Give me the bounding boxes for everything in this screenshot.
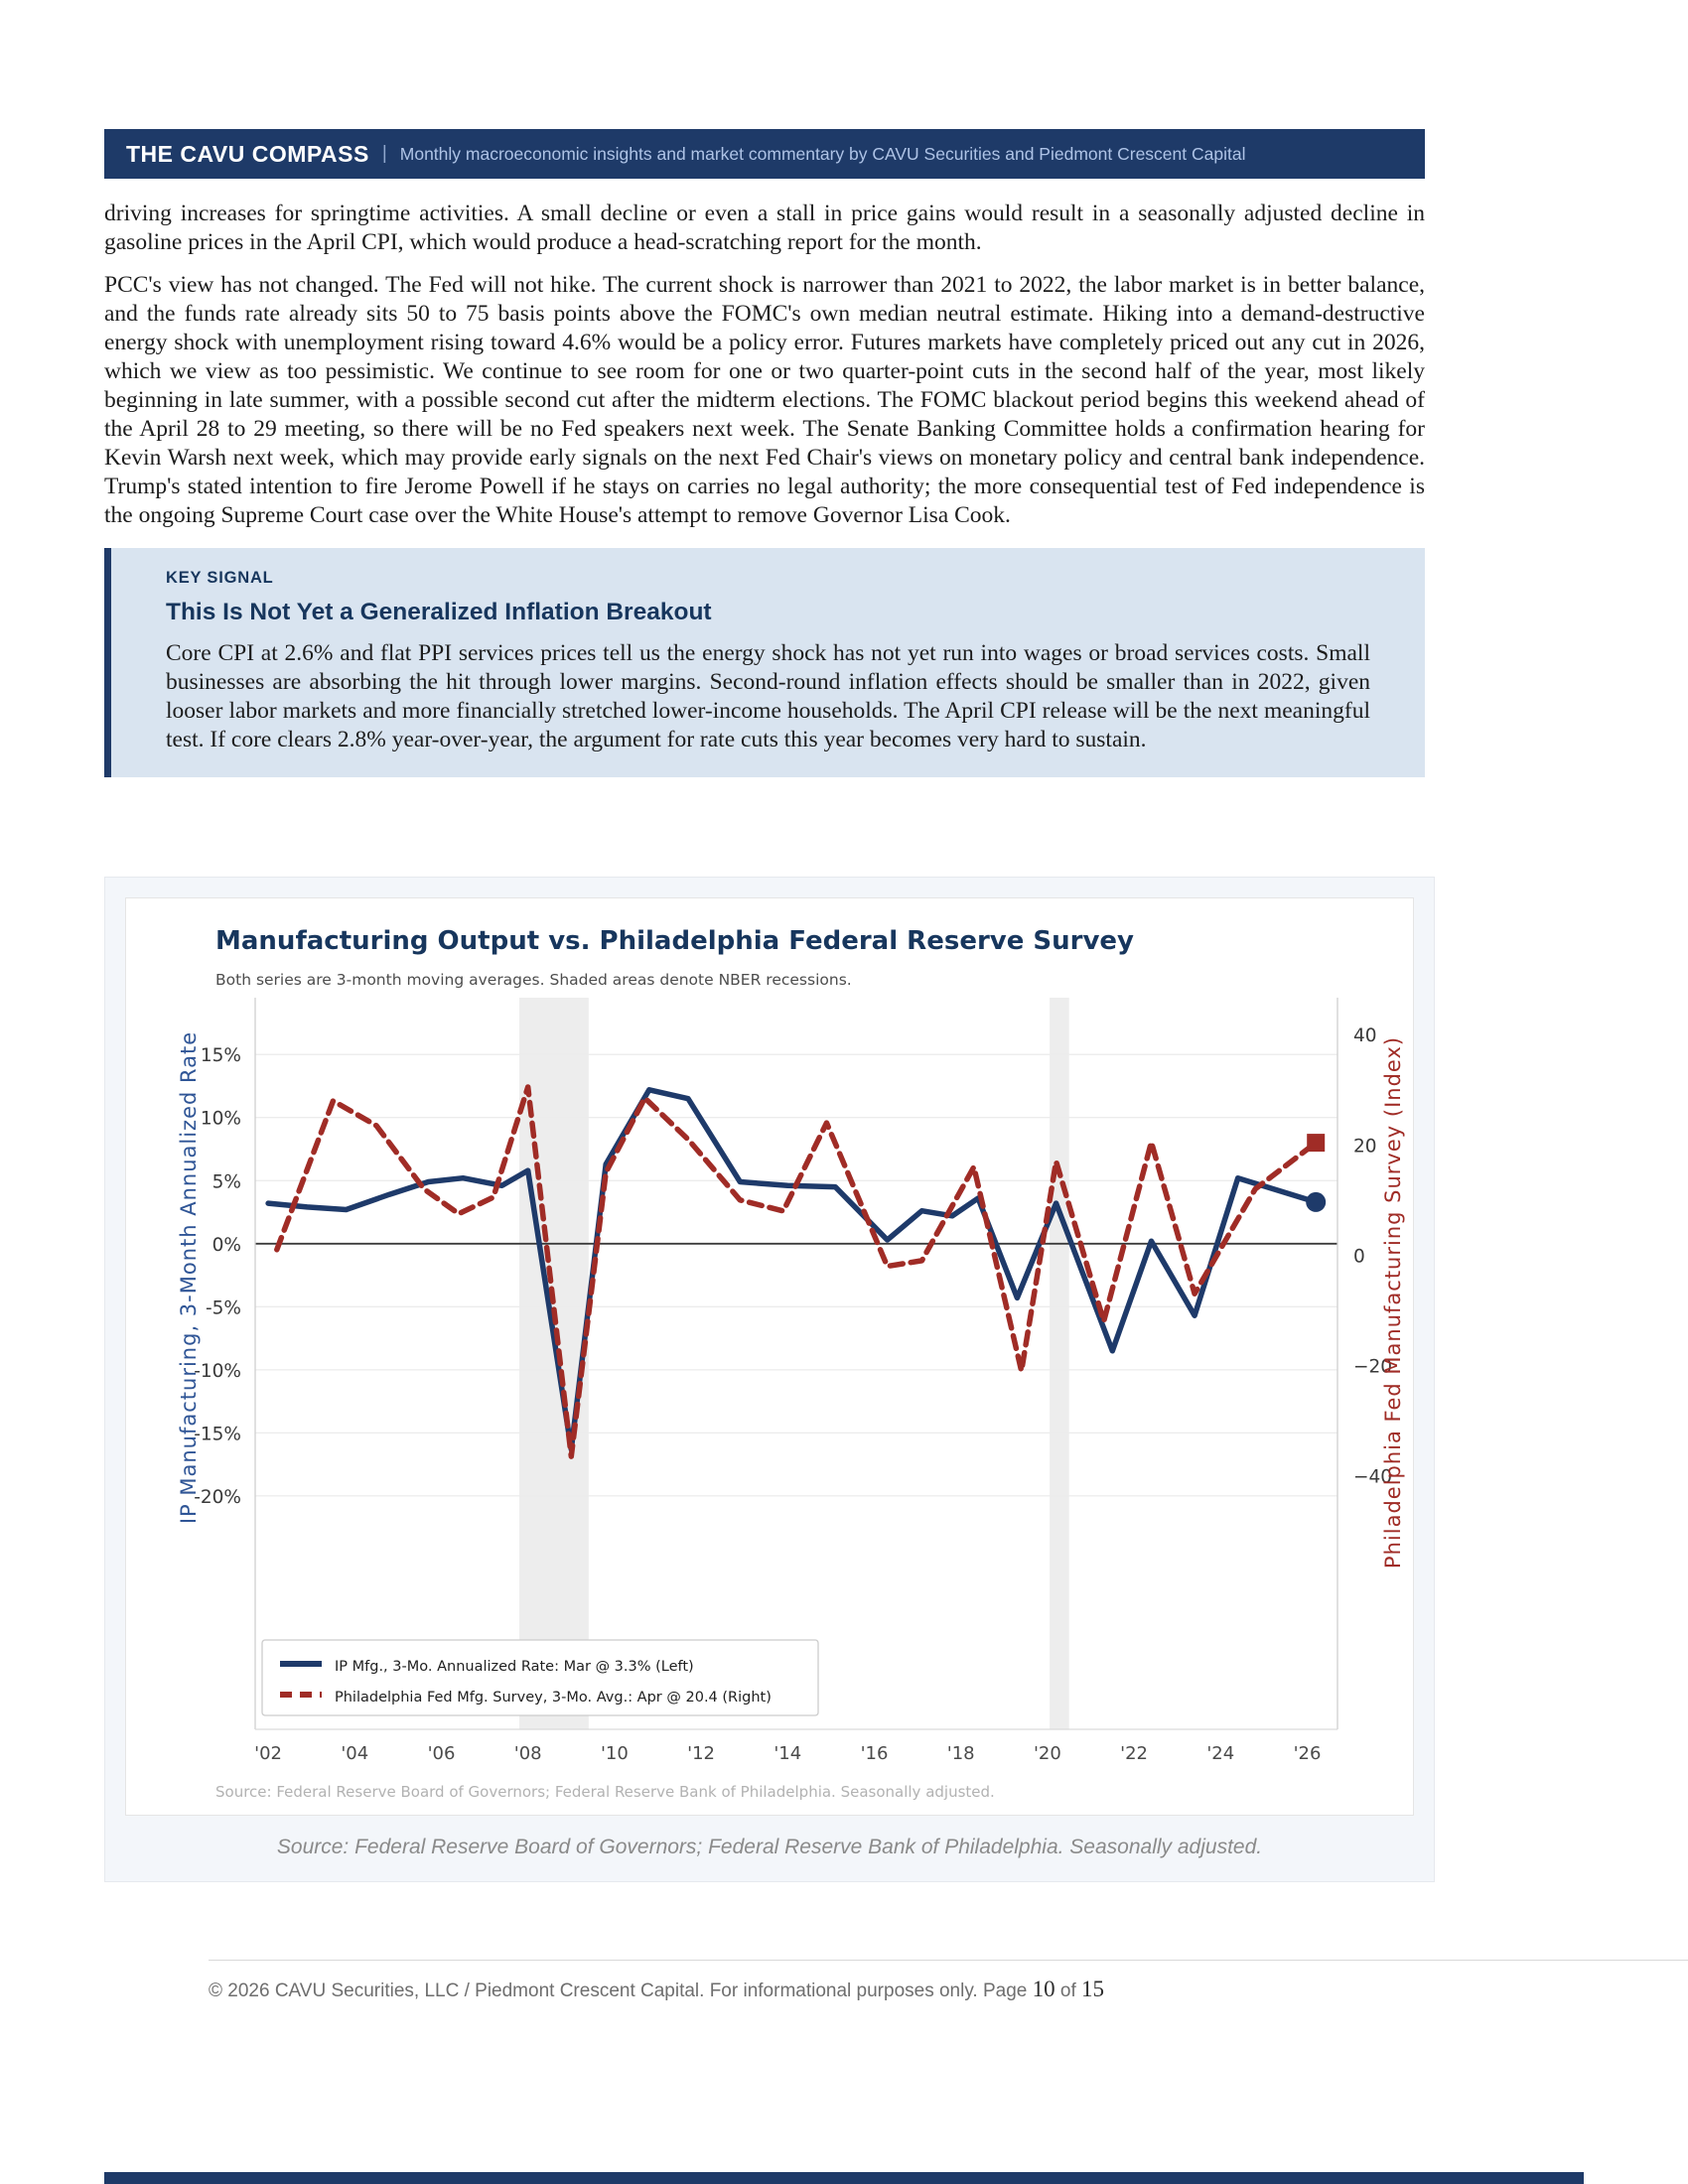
- left-axis-label: IP Manufacturing, 3-Month Annualized Rat…: [177, 1031, 201, 1524]
- page-total: 15: [1081, 1977, 1105, 2001]
- legend-entry-label: Philadelphia Fed Mfg. Survey, 3-Mo. Avg.…: [335, 1690, 772, 1706]
- ip-mfg-line-endpoint: [1306, 1191, 1327, 1212]
- body-paragraph-2: PCC's view has not changed. The Fed will…: [104, 272, 1425, 528]
- recession-band: [519, 998, 589, 1729]
- right-tick-label: −40: [1353, 1467, 1392, 1488]
- bottom-accent-bar: [104, 2172, 1584, 2184]
- recession-band: [1050, 998, 1069, 1729]
- x-tick-label: '24: [1206, 1743, 1234, 1764]
- left-tick-label: 5%: [212, 1171, 241, 1192]
- x-tick-label: '02: [254, 1743, 282, 1764]
- x-tick-label: '16: [861, 1743, 889, 1764]
- chart-subtitle: Both series are 3-month moving averages.…: [215, 971, 852, 989]
- figure-card: Manufacturing Output vs. Philadelphia Fe…: [104, 877, 1435, 1882]
- x-tick-label: '14: [774, 1743, 801, 1764]
- x-tick-label: '18: [947, 1743, 975, 1764]
- x-tick-label: '04: [341, 1743, 368, 1764]
- left-tick-label: -15%: [194, 1424, 241, 1444]
- key-signal-heading: This Is Not Yet a Generalized Inflation …: [166, 599, 712, 625]
- chart-legend: IP Mfg., 3-Mo. Annualized Rate: Mar @ 3.…: [261, 1639, 819, 1716]
- page-content: driving increases for springtime activit…: [104, 200, 1688, 2002]
- page-footer: © 2026 CAVU Securities, LLC / Piedmont C…: [209, 1960, 1688, 2002]
- x-tick-label: '26: [1294, 1743, 1322, 1764]
- chart-source-note: Source: Federal Reserve Board of Governo…: [215, 1783, 995, 1801]
- chart-panel: Manufacturing Output vs. Philadelphia Fe…: [125, 897, 1414, 1816]
- x-tick-label: '06: [428, 1743, 456, 1764]
- right-tick-label: 20: [1353, 1136, 1377, 1157]
- footer-of: of: [1055, 1980, 1082, 2001]
- figure-caption: Source: Federal Reserve Board of Governo…: [276, 1836, 1263, 1858]
- footer-text: © 2026 CAVU Securities, LLC / Piedmont C…: [209, 1980, 1033, 2001]
- banner-tagline: Monthly macroeconomic insights and marke…: [399, 143, 1246, 164]
- left-tick-label: 10%: [201, 1109, 241, 1130]
- right-axis-label: Philadelphia Fed Manufacturing Survey (I…: [1381, 1036, 1405, 1569]
- right-tick-label: 40: [1353, 1025, 1377, 1046]
- left-tick-label: -20%: [194, 1487, 241, 1508]
- x-tick-label: '20: [1034, 1743, 1061, 1764]
- x-tick-label: '12: [687, 1743, 715, 1764]
- body-paragraph-1: driving increases for springtime activit…: [104, 201, 1425, 255]
- ip-mfg-line: [265, 1087, 1319, 1452]
- legend-entry-label: IP Mfg., 3-Mo. Annualized Rate: Mar @ 3.…: [335, 1659, 694, 1675]
- banner-separator: |: [381, 143, 387, 164]
- philly-fed-line-endpoint: [1307, 1134, 1326, 1153]
- key-signal-body: Core CPI at 2.6% and flat PPI services p…: [166, 640, 1370, 752]
- x-tick-label: '22: [1120, 1743, 1148, 1764]
- key-signal-callout: KEY SIGNAL This Is Not Yet a Generalized…: [104, 548, 1425, 777]
- page-number: 10: [1032, 1977, 1055, 2001]
- right-tick-label: 0: [1353, 1246, 1365, 1267]
- left-tick-label: 15%: [201, 1045, 241, 1066]
- left-tick-label: 0%: [212, 1235, 241, 1256]
- right-tick-label: −20: [1353, 1356, 1392, 1377]
- left-tick-label: -5%: [206, 1297, 241, 1318]
- left-tick-label: -10%: [194, 1361, 241, 1382]
- chart-title: Manufacturing Output vs. Philadelphia Fe…: [215, 926, 1134, 956]
- philly-fed-line: [274, 1084, 1319, 1459]
- newsletter-banner: THE CAVU COMPASS | Monthly macroeconomic…: [104, 129, 1425, 179]
- key-signal-label: KEY SIGNAL: [166, 569, 274, 587]
- chart: 15% 10% 5% 0% -5% -10% -15% -20% 40 20 0 −20 −40 '02 '…: [177, 998, 1405, 1764]
- banner-title: THE CAVU COMPASS: [126, 140, 369, 167]
- x-tick-label: '08: [514, 1743, 542, 1764]
- x-tick-label: '10: [601, 1743, 629, 1764]
